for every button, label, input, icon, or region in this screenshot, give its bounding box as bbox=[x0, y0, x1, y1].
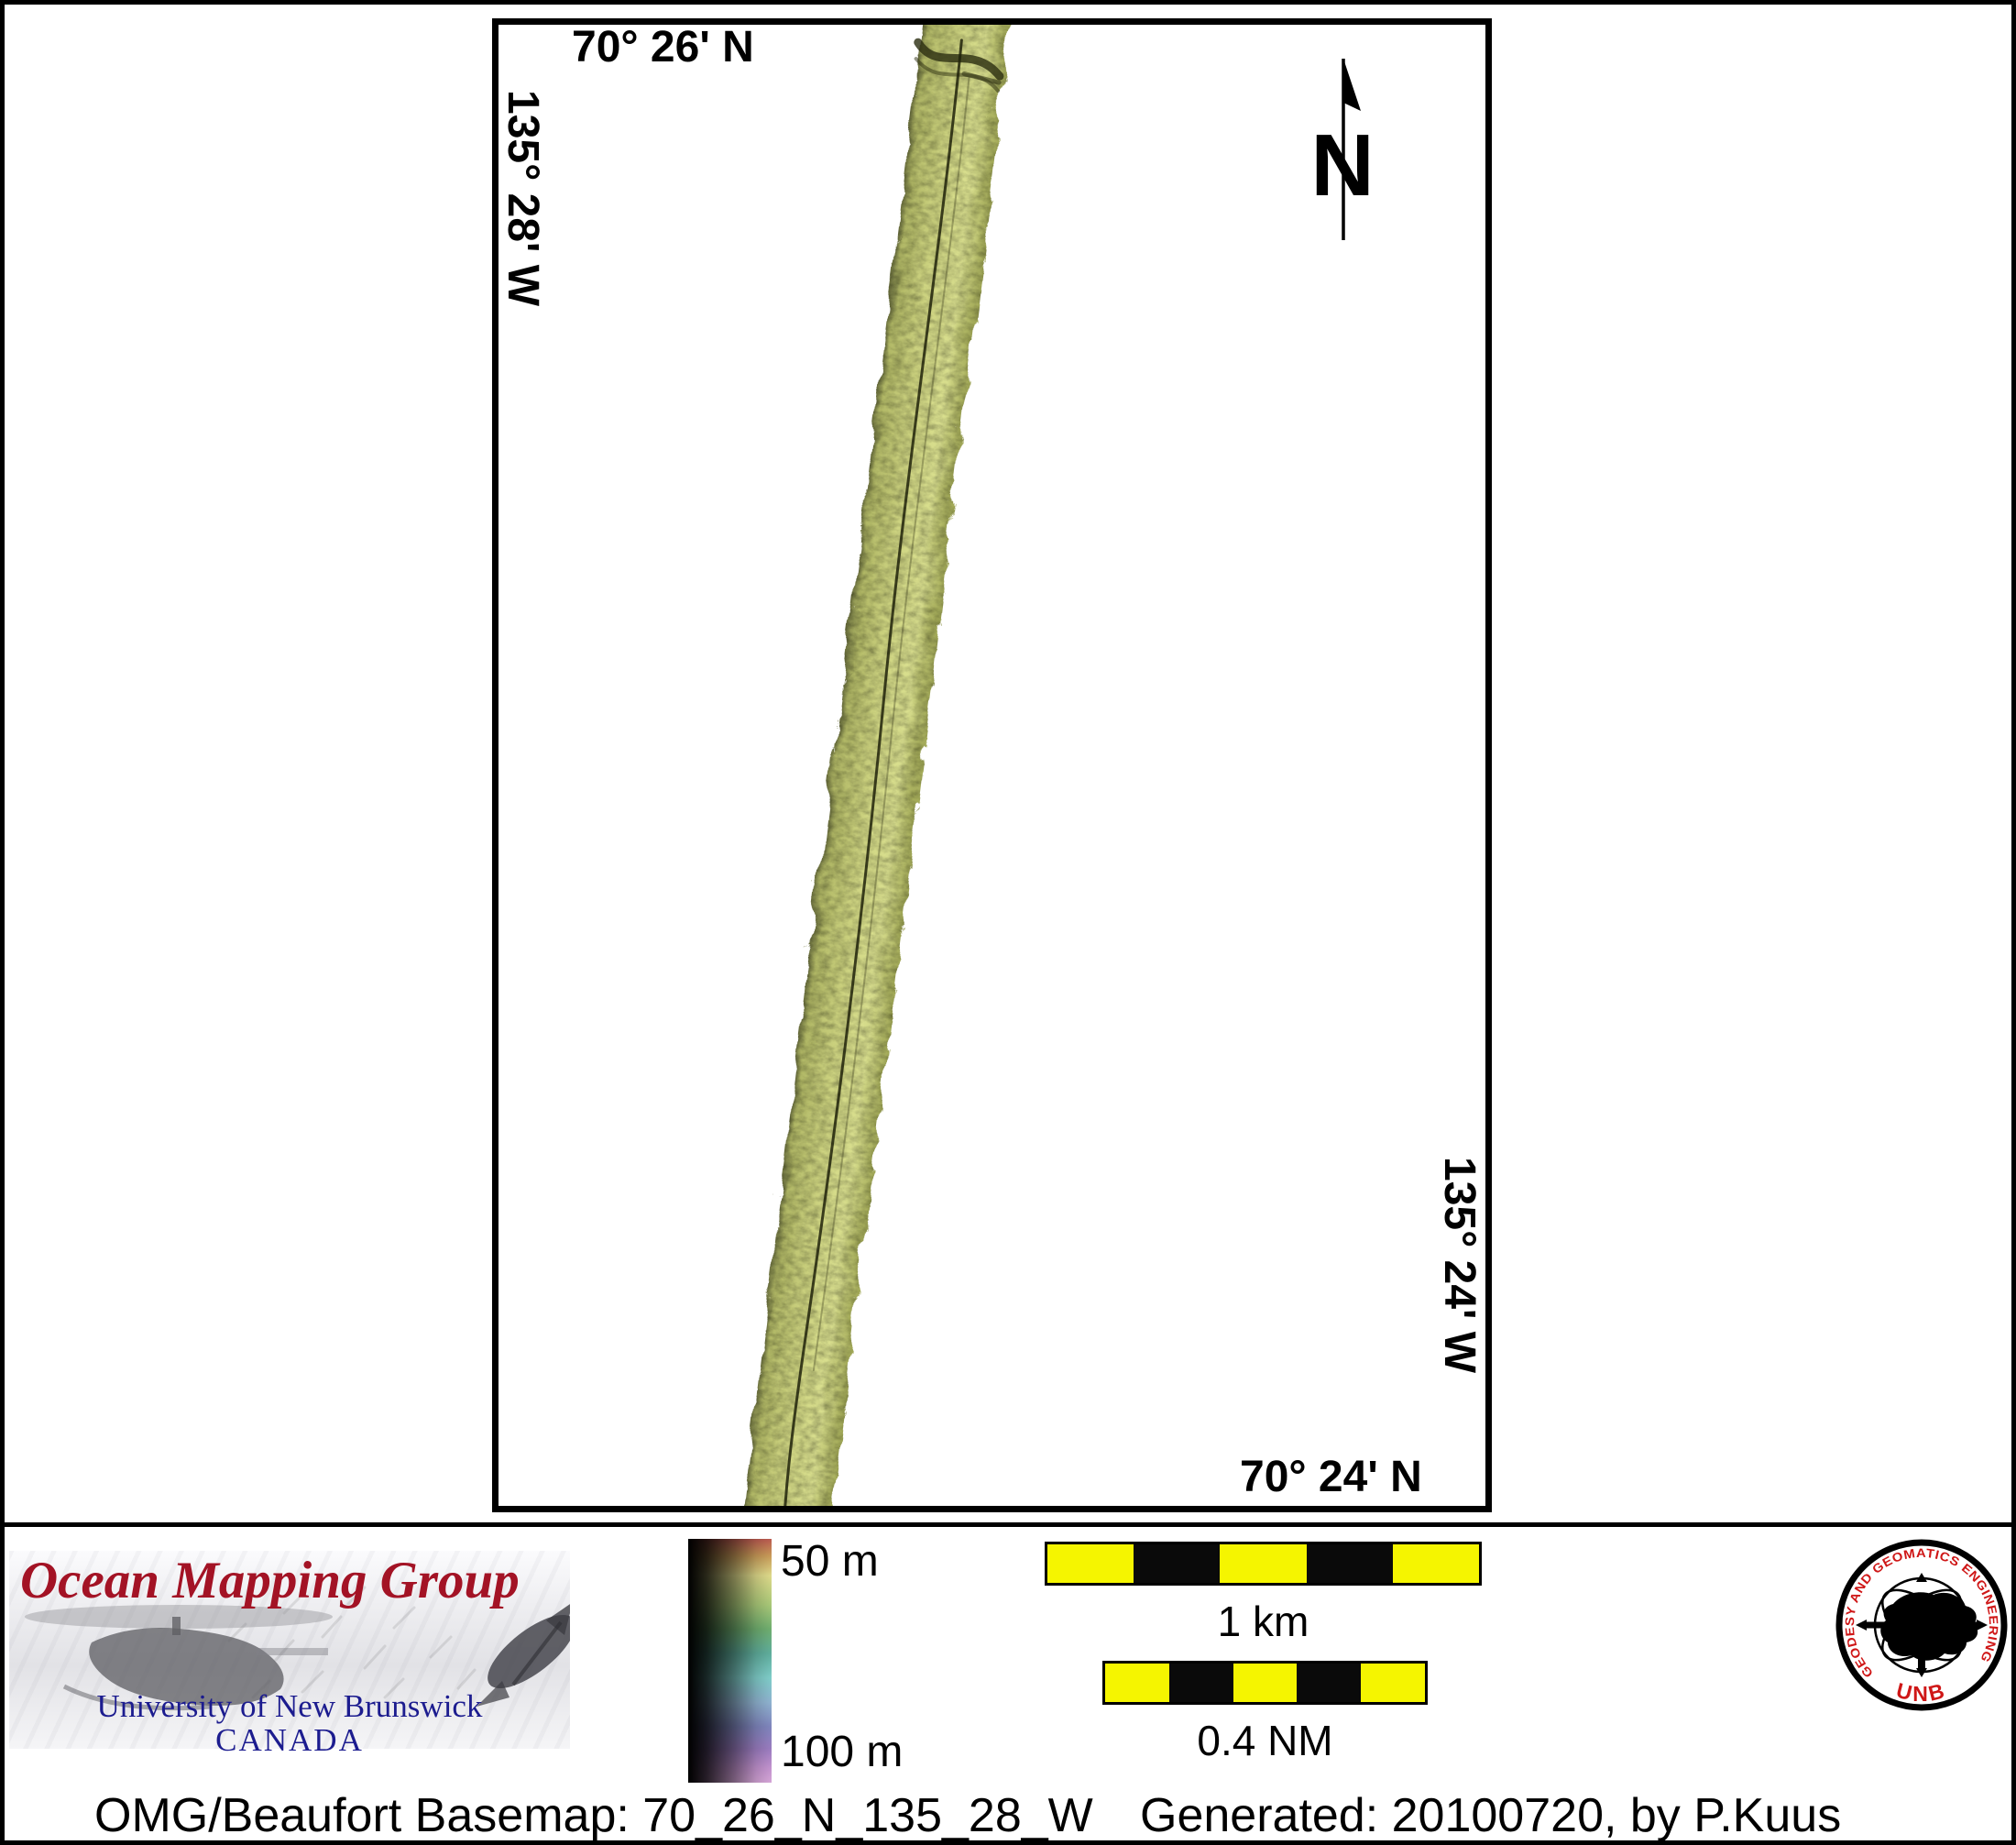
scalebar-segment bbox=[1392, 1544, 1480, 1583]
helicopter-silhouette bbox=[25, 1605, 333, 1711]
towfish-silhouette bbox=[477, 1604, 570, 1707]
scalebar-km bbox=[1045, 1542, 1482, 1586]
caption-generated: Generated: 20100720, by P.Kuus bbox=[1140, 1789, 1842, 1842]
latitude-label-top: 70° 26' N bbox=[572, 23, 754, 71]
depth-colorbar bbox=[688, 1539, 772, 1783]
caption-basemap: OMG/Beaufort Basemap: 70_26_N_135_28_W bbox=[94, 1789, 1093, 1842]
scalebar-segment bbox=[1233, 1664, 1298, 1702]
scalebar-nm-label: 0.4 NM bbox=[1197, 1717, 1333, 1764]
omg-university: University of New Brunswick bbox=[96, 1688, 483, 1724]
omg-logo bbox=[9, 1551, 570, 1749]
svg-text:UNB: UNB bbox=[1894, 1678, 1949, 1706]
north-arrow-icon: N bbox=[1310, 59, 1375, 240]
scalebar-segment bbox=[1306, 1544, 1393, 1583]
longitude-label-left: 135° 28' W bbox=[499, 90, 547, 307]
latitude-label-bottom: 70° 24' N bbox=[1240, 1453, 1422, 1501]
map-frame bbox=[492, 18, 1492, 1512]
scalebar-segment bbox=[1105, 1664, 1169, 1702]
omg-country: CANADA bbox=[215, 1722, 364, 1758]
scalebar-segment bbox=[1361, 1664, 1425, 1702]
scalebar-segment bbox=[1220, 1544, 1307, 1583]
scalebar-nm bbox=[1102, 1661, 1428, 1705]
depth-max-label: 100 m bbox=[781, 1728, 904, 1776]
panel-separator bbox=[0, 1522, 2016, 1527]
scalebar-segment bbox=[1134, 1544, 1221, 1583]
depth-min-label: 50 m bbox=[781, 1537, 879, 1586]
seal-globe bbox=[1856, 1573, 1988, 1677]
north-label: N bbox=[1310, 116, 1374, 214]
scalebar-segment bbox=[1047, 1544, 1134, 1583]
scalebar-segment bbox=[1168, 1664, 1233, 1702]
unb-seal: GEODESY AND GEOMATICS ENGINEERING UNB bbox=[1835, 1539, 2008, 1711]
scalebar-km-label: 1 km bbox=[1217, 1598, 1309, 1645]
seal-unb-text: UNB bbox=[1894, 1678, 1946, 1706]
omg-title: Ocean Mapping Group bbox=[20, 1552, 520, 1609]
longitude-label-right: 135° 24' W bbox=[1435, 1157, 1484, 1374]
scalebar-segment bbox=[1297, 1664, 1362, 1702]
omg-logo-art bbox=[25, 1586, 570, 1711]
sonar-swath bbox=[734, 25, 1009, 1506]
